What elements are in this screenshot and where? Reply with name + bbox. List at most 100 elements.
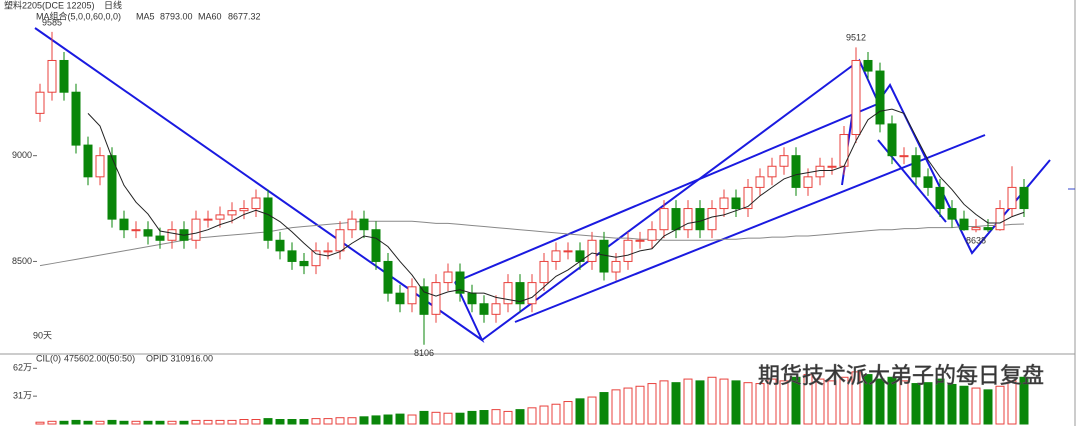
- volume-bar: [479, 410, 489, 425]
- candle-body: [971, 227, 981, 231]
- candle-body: [347, 218, 357, 231]
- candle-body: [371, 229, 381, 262]
- candle-body: [503, 282, 513, 305]
- ma-line: [39, 220, 1025, 267]
- candle-body: [167, 229, 177, 241]
- volume-bar: [527, 407, 537, 425]
- candle-body: [131, 229, 141, 232]
- ma-line: [87, 108, 1025, 303]
- candle-body: [299, 260, 309, 267]
- candle-body: [551, 250, 561, 262]
- volume-bar: [779, 380, 789, 425]
- candle-body: [107, 155, 117, 220]
- volume-bar: [191, 419, 201, 425]
- candle-body: [359, 218, 369, 231]
- volume-bar: [155, 420, 165, 425]
- volume-bar: [983, 389, 993, 425]
- candle-body: [455, 271, 465, 294]
- trend-line: [481, 59, 861, 341]
- volume-bar: [851, 371, 861, 425]
- volume-bar: [671, 382, 681, 425]
- candle-body: [1007, 186, 1017, 210]
- extreme-label: 9512: [846, 33, 866, 43]
- volume-bar: [839, 376, 849, 425]
- candle-body: [599, 239, 609, 273]
- volume-bar: [971, 387, 981, 425]
- volume-bar: [83, 420, 93, 425]
- volume-bar: [311, 418, 321, 425]
- candle-body: [827, 165, 837, 168]
- ma-label-name: MA5: [136, 11, 155, 21]
- volume-tick-label: 31万: [13, 391, 32, 401]
- volume-bar: [959, 385, 969, 425]
- candle-body: [1019, 186, 1029, 210]
- volume-bar: [923, 382, 933, 425]
- volume-bar: [695, 380, 705, 425]
- volume-bar: [119, 420, 129, 425]
- candle-body: [407, 286, 417, 305]
- candle-body: [335, 229, 345, 252]
- volume-header: 475602.00(50:50): [64, 353, 135, 363]
- volume-bar: [167, 420, 177, 425]
- volume-bar: [227, 419, 237, 425]
- volume-bar: [659, 380, 669, 425]
- volume-bar: [875, 378, 885, 425]
- volume-bar: [251, 419, 261, 425]
- candle-body: [443, 271, 453, 284]
- volume-bar: [47, 420, 57, 425]
- candle-body: [899, 155, 909, 158]
- candle-body: [563, 250, 573, 253]
- candle-body: [635, 239, 645, 242]
- y-tick-label: 9000: [12, 150, 32, 160]
- volume-bar: [491, 409, 501, 425]
- plot: 8500 9000 31万 62万 9585 9512 8106 8638: [12, 17, 1029, 425]
- candle-body: [239, 208, 249, 212]
- volume-bar: [95, 420, 105, 425]
- volume-bar: [815, 378, 825, 425]
- candle-body: [983, 227, 993, 231]
- candle-body: [383, 260, 393, 294]
- volume-bar: [719, 378, 729, 425]
- candle-body: [779, 155, 789, 167]
- candle-body: [311, 250, 321, 267]
- candle-body: [995, 208, 1005, 231]
- volume-bar: [503, 410, 513, 425]
- candle-body: [287, 250, 297, 262]
- volume-tick-label: 62万: [13, 363, 32, 373]
- candle-body: [35, 91, 45, 114]
- volume-bar: [911, 383, 921, 425]
- candle-body: [671, 208, 681, 231]
- volume-bar: [887, 376, 897, 425]
- volume-bar: [1019, 376, 1029, 425]
- volume-bar: [59, 420, 69, 425]
- candle-body: [191, 218, 201, 241]
- volume-bar: [143, 420, 153, 425]
- candle-body: [683, 208, 693, 231]
- candle-body: [755, 176, 765, 188]
- range-label: 90天: [33, 330, 52, 340]
- volume-bar: [347, 417, 357, 425]
- volume-bar: [395, 413, 405, 425]
- candle-body: [947, 208, 957, 220]
- candle-body: [923, 176, 933, 188]
- volume-bar: [899, 380, 909, 425]
- candle-body: [647, 229, 657, 241]
- candle-body: [587, 239, 597, 262]
- volume-bar: [35, 421, 45, 425]
- volume-bar: [299, 419, 309, 425]
- candle-body: [515, 282, 525, 305]
- candle-body: [767, 165, 777, 178]
- volume-bar: [1007, 380, 1017, 425]
- candle-body: [911, 155, 921, 178]
- candle-body: [83, 144, 93, 178]
- volume-bar: [575, 398, 585, 425]
- ma-label-value: 8677.32: [228, 11, 261, 21]
- volume-bar: [767, 378, 777, 425]
- candle-body: [935, 186, 945, 210]
- candle-body: [119, 218, 129, 231]
- candle-body: [959, 218, 969, 231]
- candle-body: [791, 155, 801, 188]
- candle-body: [887, 123, 897, 157]
